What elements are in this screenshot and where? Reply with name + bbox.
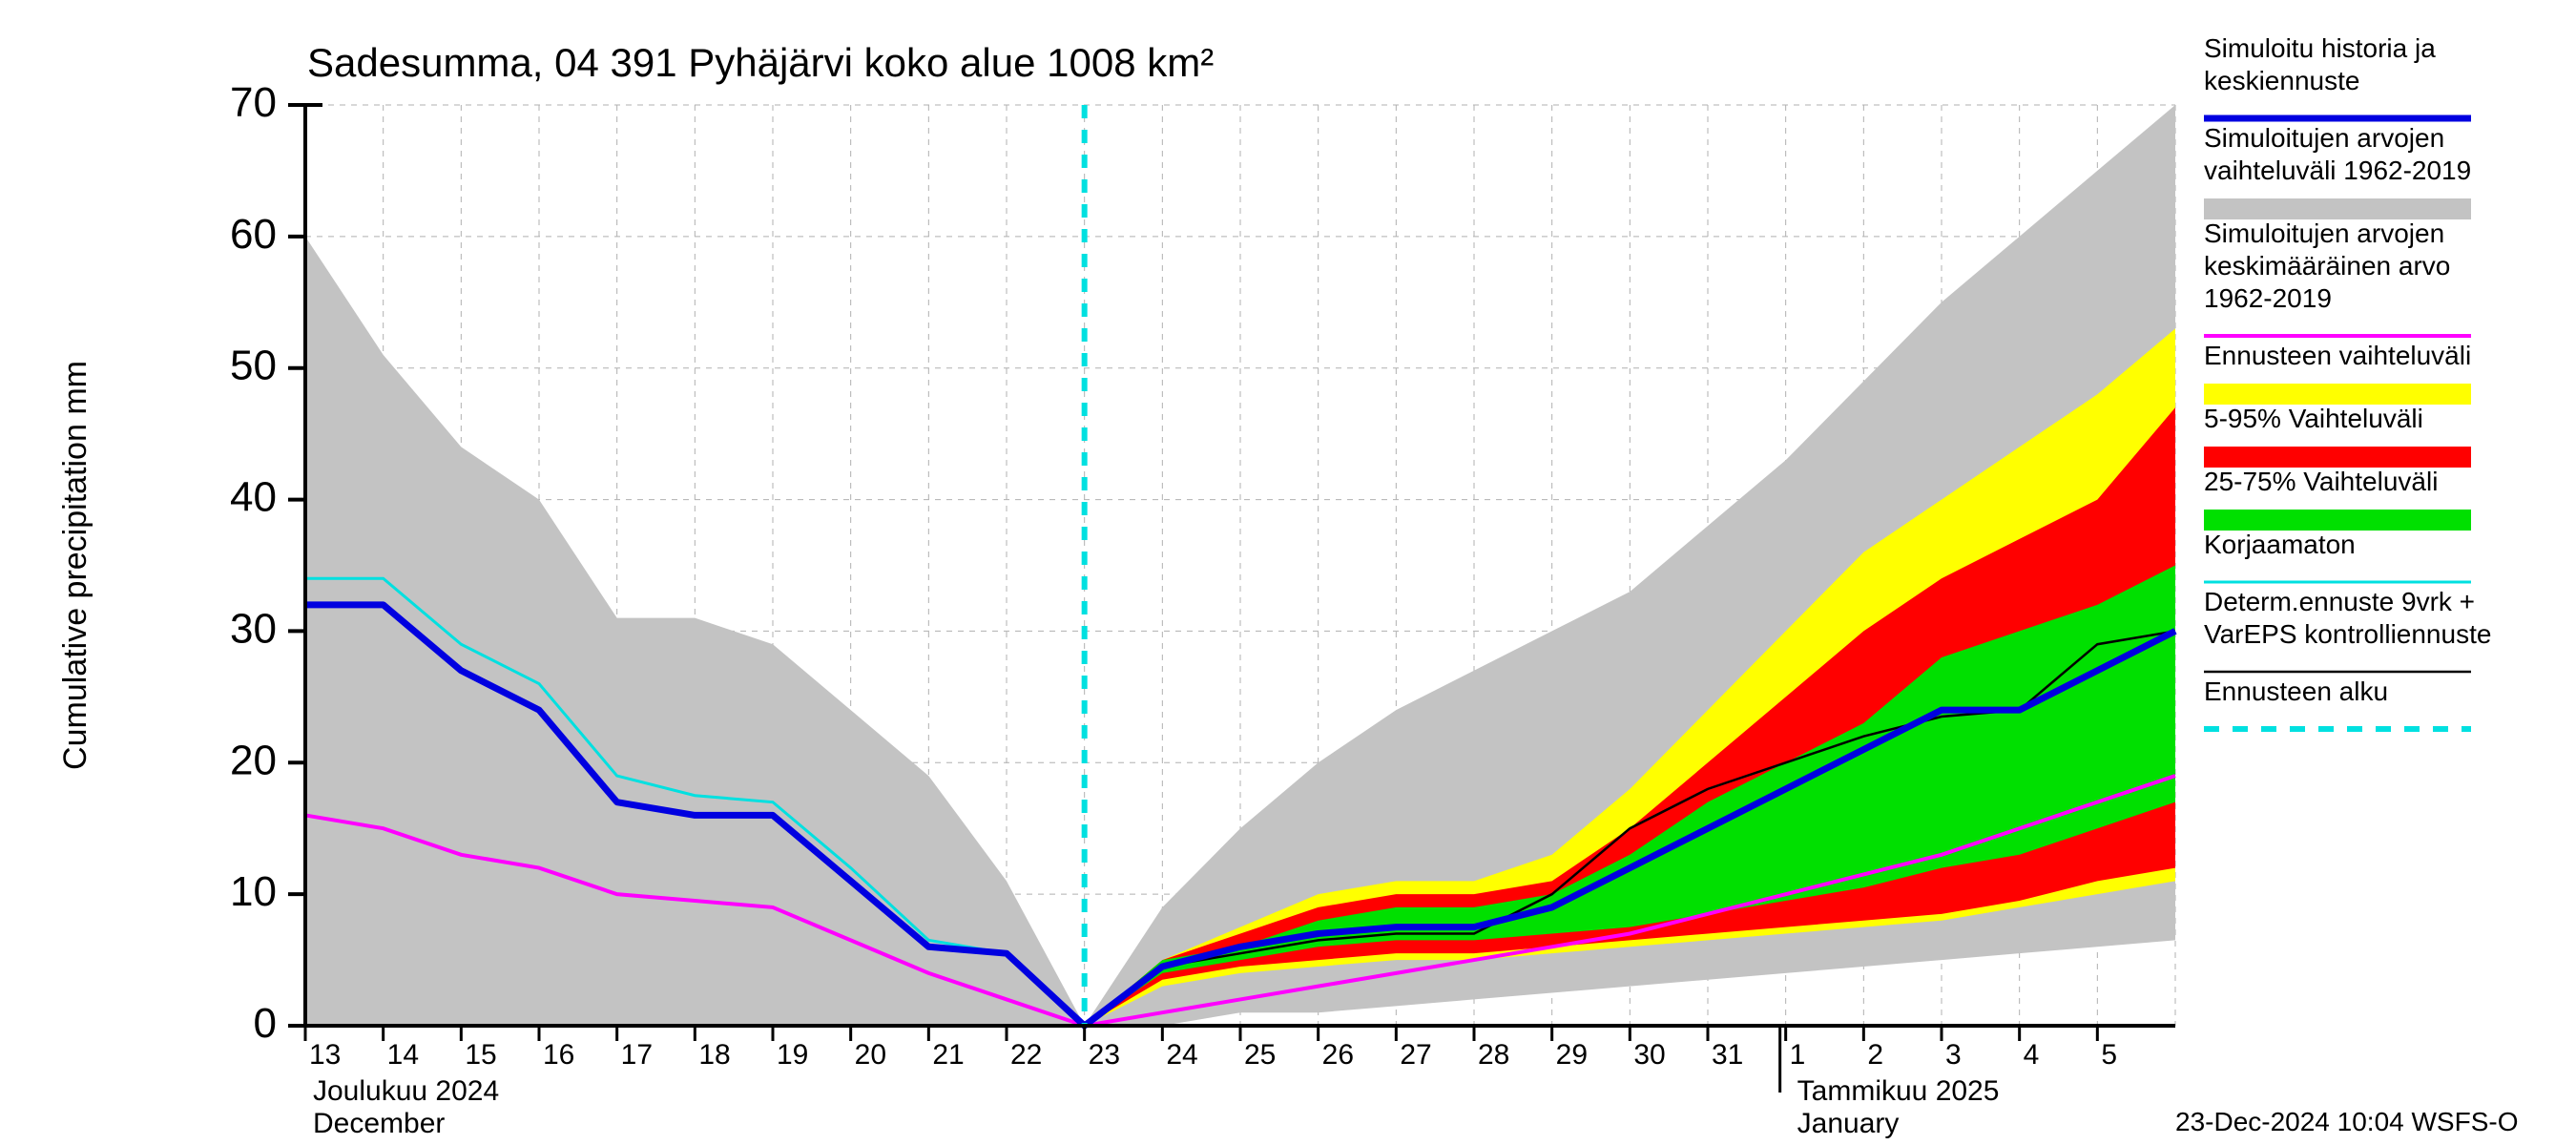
xtick-label: 14 — [387, 1039, 419, 1071]
xtick-label: 2 — [1867, 1039, 1883, 1071]
legend-label: Simuloitujen arvojen — [2204, 123, 2444, 153]
legend-label: vaihteluväli 1962-2019 — [2204, 156, 2471, 185]
legend-label: keskiennuste — [2204, 66, 2359, 95]
xtick-label: 15 — [465, 1039, 496, 1071]
month-label-left-fi: Joulukuu 2024 — [313, 1075, 499, 1107]
xtick-label: 19 — [777, 1039, 808, 1071]
xtick-label: 16 — [543, 1039, 574, 1071]
xtick-label: 27 — [1400, 1039, 1431, 1071]
month-label-left-en: December — [313, 1108, 445, 1139]
xtick-label: 23 — [1089, 1039, 1120, 1071]
legend-swatch — [2204, 510, 2471, 531]
legend-swatch — [2204, 447, 2471, 468]
y-axis-label: Cumulative precipitation mm — [57, 361, 93, 770]
ytick-label: 0 — [254, 1000, 277, 1047]
month-label-right-en: January — [1797, 1108, 1900, 1139]
xtick-label: 4 — [2024, 1039, 2040, 1071]
ytick-label: 10 — [230, 868, 277, 915]
chart-container: 0102030405060701314151617181920212223242… — [0, 0, 2576, 1145]
legend-label: Ennusteen vaihteluväli — [2204, 341, 2471, 370]
legend-label: VarEPS kontrolliennuste — [2204, 619, 2491, 649]
xtick-label: 25 — [1244, 1039, 1276, 1071]
legend-label: 5-95% Vaihteluväli — [2204, 404, 2423, 433]
legend-label: Simuloitu historia ja — [2204, 33, 2436, 63]
xtick-label: 3 — [1945, 1039, 1962, 1071]
xtick-label: 28 — [1478, 1039, 1509, 1071]
month-label-right-fi: Tammikuu 2025 — [1797, 1075, 2000, 1107]
xtick-label: 29 — [1556, 1039, 1588, 1071]
ytick-label: 70 — [230, 79, 277, 126]
xtick-label: 24 — [1166, 1039, 1197, 1071]
legend-swatch — [2204, 384, 2471, 405]
chart-title: Sadesumma, 04 391 Pyhäjärvi koko alue 10… — [307, 40, 1214, 85]
ytick-label: 30 — [230, 605, 277, 652]
xtick-label: 22 — [1010, 1039, 1042, 1071]
xtick-label: 21 — [932, 1039, 964, 1071]
legend-label: Determ.ennuste 9vrk + — [2204, 587, 2475, 616]
xtick-label: 18 — [698, 1039, 730, 1071]
xtick-label: 30 — [1633, 1039, 1665, 1071]
xtick-label: 1 — [1790, 1039, 1806, 1071]
legend-label: keskimääräinen arvo — [2204, 251, 2450, 281]
legend-label: Korjaamaton — [2204, 530, 2356, 559]
legend-label: Simuloitujen arvojen — [2204, 219, 2444, 248]
chart-svg: 0102030405060701314151617181920212223242… — [0, 0, 2576, 1145]
ytick-label: 60 — [230, 211, 277, 258]
legend-label: Ennusteen alku — [2204, 677, 2388, 706]
ytick-label: 20 — [230, 737, 277, 783]
xtick-label: 13 — [309, 1039, 341, 1071]
xtick-label: 5 — [2101, 1039, 2117, 1071]
legend-swatch — [2204, 198, 2471, 219]
ytick-label: 40 — [230, 474, 277, 521]
xtick-label: 20 — [855, 1039, 886, 1071]
ytick-label: 50 — [230, 343, 277, 389]
xtick-label: 17 — [621, 1039, 653, 1071]
legend-label: 1962-2019 — [2204, 283, 2332, 313]
legend-label: 25-75% Vaihteluväli — [2204, 467, 2438, 496]
timestamp-label: 23-Dec-2024 10:04 WSFS-O — [2175, 1107, 2519, 1136]
xtick-label: 26 — [1322, 1039, 1354, 1071]
xtick-label: 31 — [1712, 1039, 1743, 1071]
